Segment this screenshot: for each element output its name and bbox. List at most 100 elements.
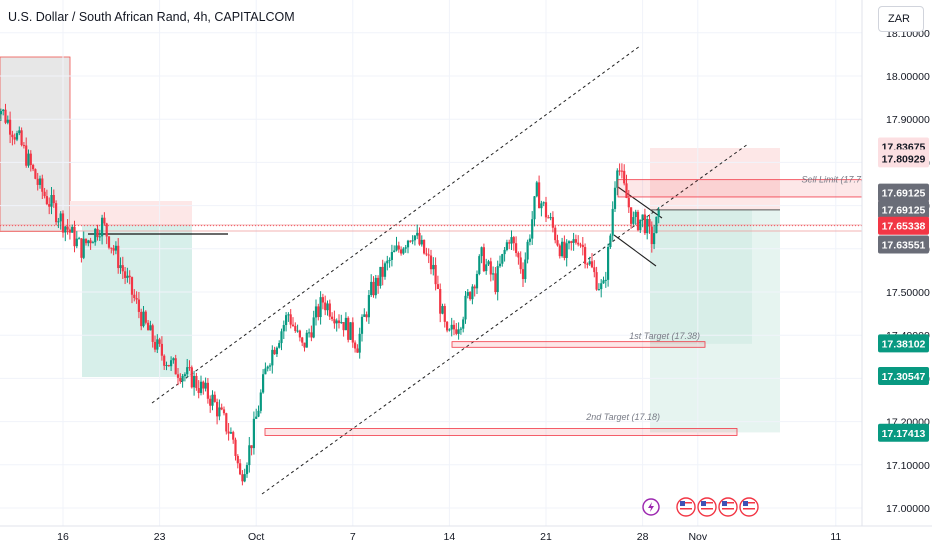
candle-down	[121, 265, 124, 272]
candle-down	[236, 455, 239, 464]
candle-up	[349, 322, 352, 340]
candle-up	[186, 367, 189, 375]
candle-up	[402, 248, 405, 254]
candle-down	[618, 170, 621, 172]
candle-down	[96, 228, 99, 238]
price-tag	[878, 334, 929, 353]
candle-down	[158, 339, 161, 344]
flag-canton	[722, 501, 727, 506]
price-tick-label: 17.50000	[886, 287, 930, 299]
candle-up	[314, 306, 318, 318]
candle-up	[204, 382, 207, 389]
grid-layer	[0, 0, 862, 526]
candle-down	[195, 375, 198, 389]
price-tag	[878, 200, 929, 219]
candle-down	[333, 319, 336, 324]
candle-up	[646, 219, 649, 234]
candle-up	[611, 208, 614, 236]
candle-up	[229, 432, 232, 434]
candle-up	[38, 178, 42, 185]
candle-up	[383, 263, 387, 277]
candle-up	[565, 243, 568, 258]
candle-down	[439, 288, 442, 314]
candle-up	[613, 187, 617, 209]
candle-down	[547, 217, 550, 219]
candle-up	[496, 266, 499, 293]
candle-down	[301, 337, 304, 343]
candle-down	[544, 202, 548, 218]
candle-down	[43, 191, 46, 197]
time-tick-label: 23	[154, 531, 166, 543]
candle-down	[517, 253, 520, 258]
flag-stripe	[743, 505, 755, 507]
candle-up	[450, 324, 453, 330]
candle-down	[630, 207, 633, 224]
candle-up	[393, 250, 396, 253]
flag-canton	[680, 501, 685, 506]
candle-down	[521, 269, 525, 280]
candle-up	[282, 325, 285, 332]
candle-up	[616, 170, 619, 188]
candle-down	[452, 324, 456, 330]
candle-up	[367, 295, 370, 318]
candle-up	[340, 322, 343, 324]
us-flag-icon	[718, 497, 738, 517]
candle-down	[563, 241, 566, 258]
candle-down	[443, 306, 446, 322]
candle-down	[107, 236, 111, 248]
candle-up	[264, 368, 267, 375]
candle-up	[501, 254, 504, 264]
candle-up	[632, 217, 635, 224]
candle-down	[455, 329, 458, 334]
candle-down	[519, 257, 522, 270]
event-markers[interactable]	[642, 497, 759, 517]
flag-upper	[617, 186, 663, 219]
candle-down	[365, 314, 368, 318]
candle-up	[312, 317, 315, 338]
candle-up	[27, 153, 30, 166]
candle-down	[20, 130, 23, 146]
candle-down	[45, 196, 48, 205]
price-tag-label: 17.80929	[882, 153, 926, 165]
candle-down	[303, 342, 306, 348]
candle-up	[464, 295, 467, 320]
candle-down	[209, 398, 212, 406]
candle-up	[411, 240, 414, 242]
candle-up	[114, 245, 117, 251]
candle-down	[232, 432, 235, 440]
candle-up	[287, 314, 290, 316]
candle-down	[377, 277, 380, 286]
candle-down	[372, 281, 375, 296]
price-axis[interactable]: 17.0000017.1000017.2000017.3000017.40000…	[861, 0, 932, 526]
candle-up	[252, 418, 255, 449]
candle-down	[289, 314, 292, 325]
candle-up	[335, 320, 338, 324]
candle-down	[584, 247, 587, 264]
currency-selector[interactable]: ZAR	[878, 6, 924, 32]
lightning-glyph	[648, 502, 654, 512]
candle-up	[395, 245, 398, 251]
candle-up	[6, 119, 9, 123]
candle-up	[248, 445, 251, 466]
candle-up	[71, 226, 74, 233]
candle-up	[485, 264, 488, 272]
candle-down	[436, 284, 439, 289]
candle-up	[0, 111, 3, 115]
first-target-box	[451, 341, 706, 348]
candle-down	[216, 401, 219, 417]
candle-up	[634, 211, 637, 218]
candle-down	[342, 322, 345, 331]
candle-up	[363, 314, 366, 317]
candle-up	[2, 109, 5, 112]
time-axis[interactable]: 16 23 Oct 7 14 21 28 Nov 11	[0, 525, 932, 550]
flag-canton	[701, 501, 706, 506]
candle-up	[156, 339, 159, 350]
candle-down	[68, 229, 71, 233]
candle-up	[471, 286, 474, 300]
candle-up	[266, 366, 269, 369]
candle-down	[337, 320, 341, 324]
candle-up	[533, 196, 536, 220]
candle-up	[641, 214, 644, 220]
candle-up	[172, 358, 175, 361]
